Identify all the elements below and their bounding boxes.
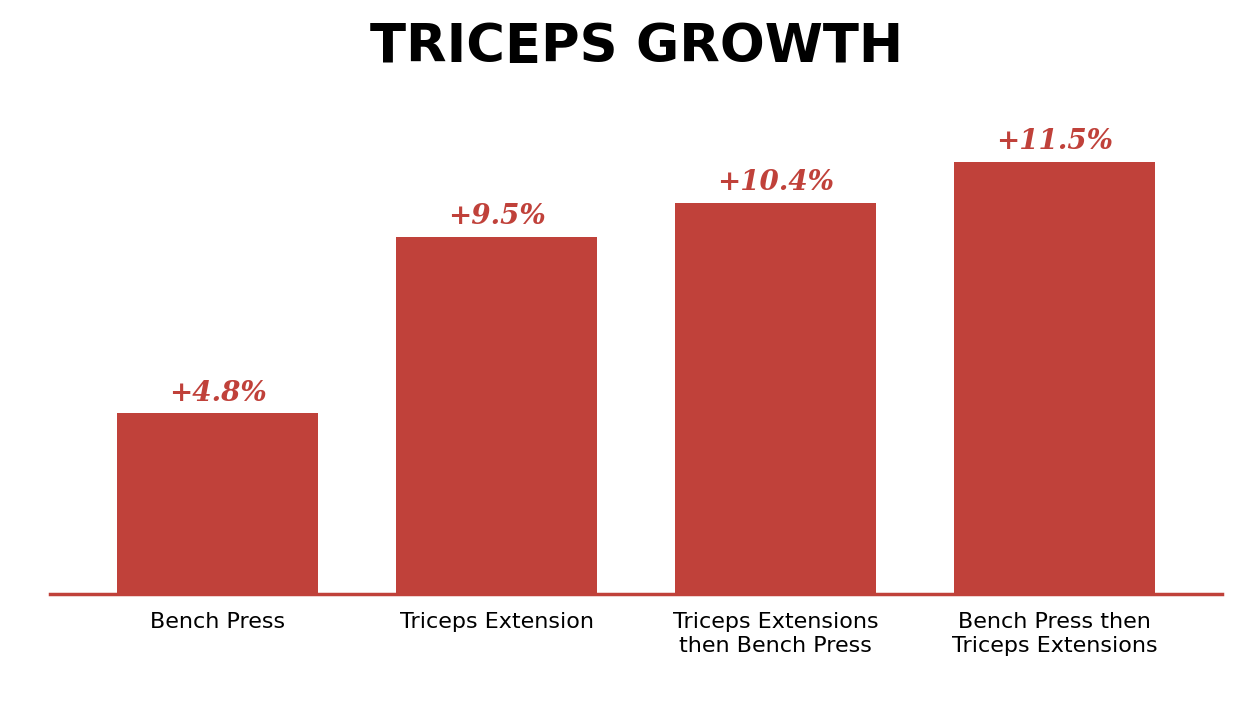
- Bar: [397, 237, 597, 594]
- Bar: [117, 413, 319, 594]
- Text: +4.8%: +4.8%: [169, 379, 267, 407]
- Text: +10.4%: +10.4%: [717, 169, 834, 196]
- Title: TRICEPS GROWTH: TRICEPS GROWTH: [369, 21, 903, 73]
- Text: +9.5%: +9.5%: [447, 203, 546, 230]
- Text: +11.5%: +11.5%: [997, 128, 1114, 155]
- Bar: [954, 162, 1155, 594]
- Bar: [675, 203, 876, 594]
